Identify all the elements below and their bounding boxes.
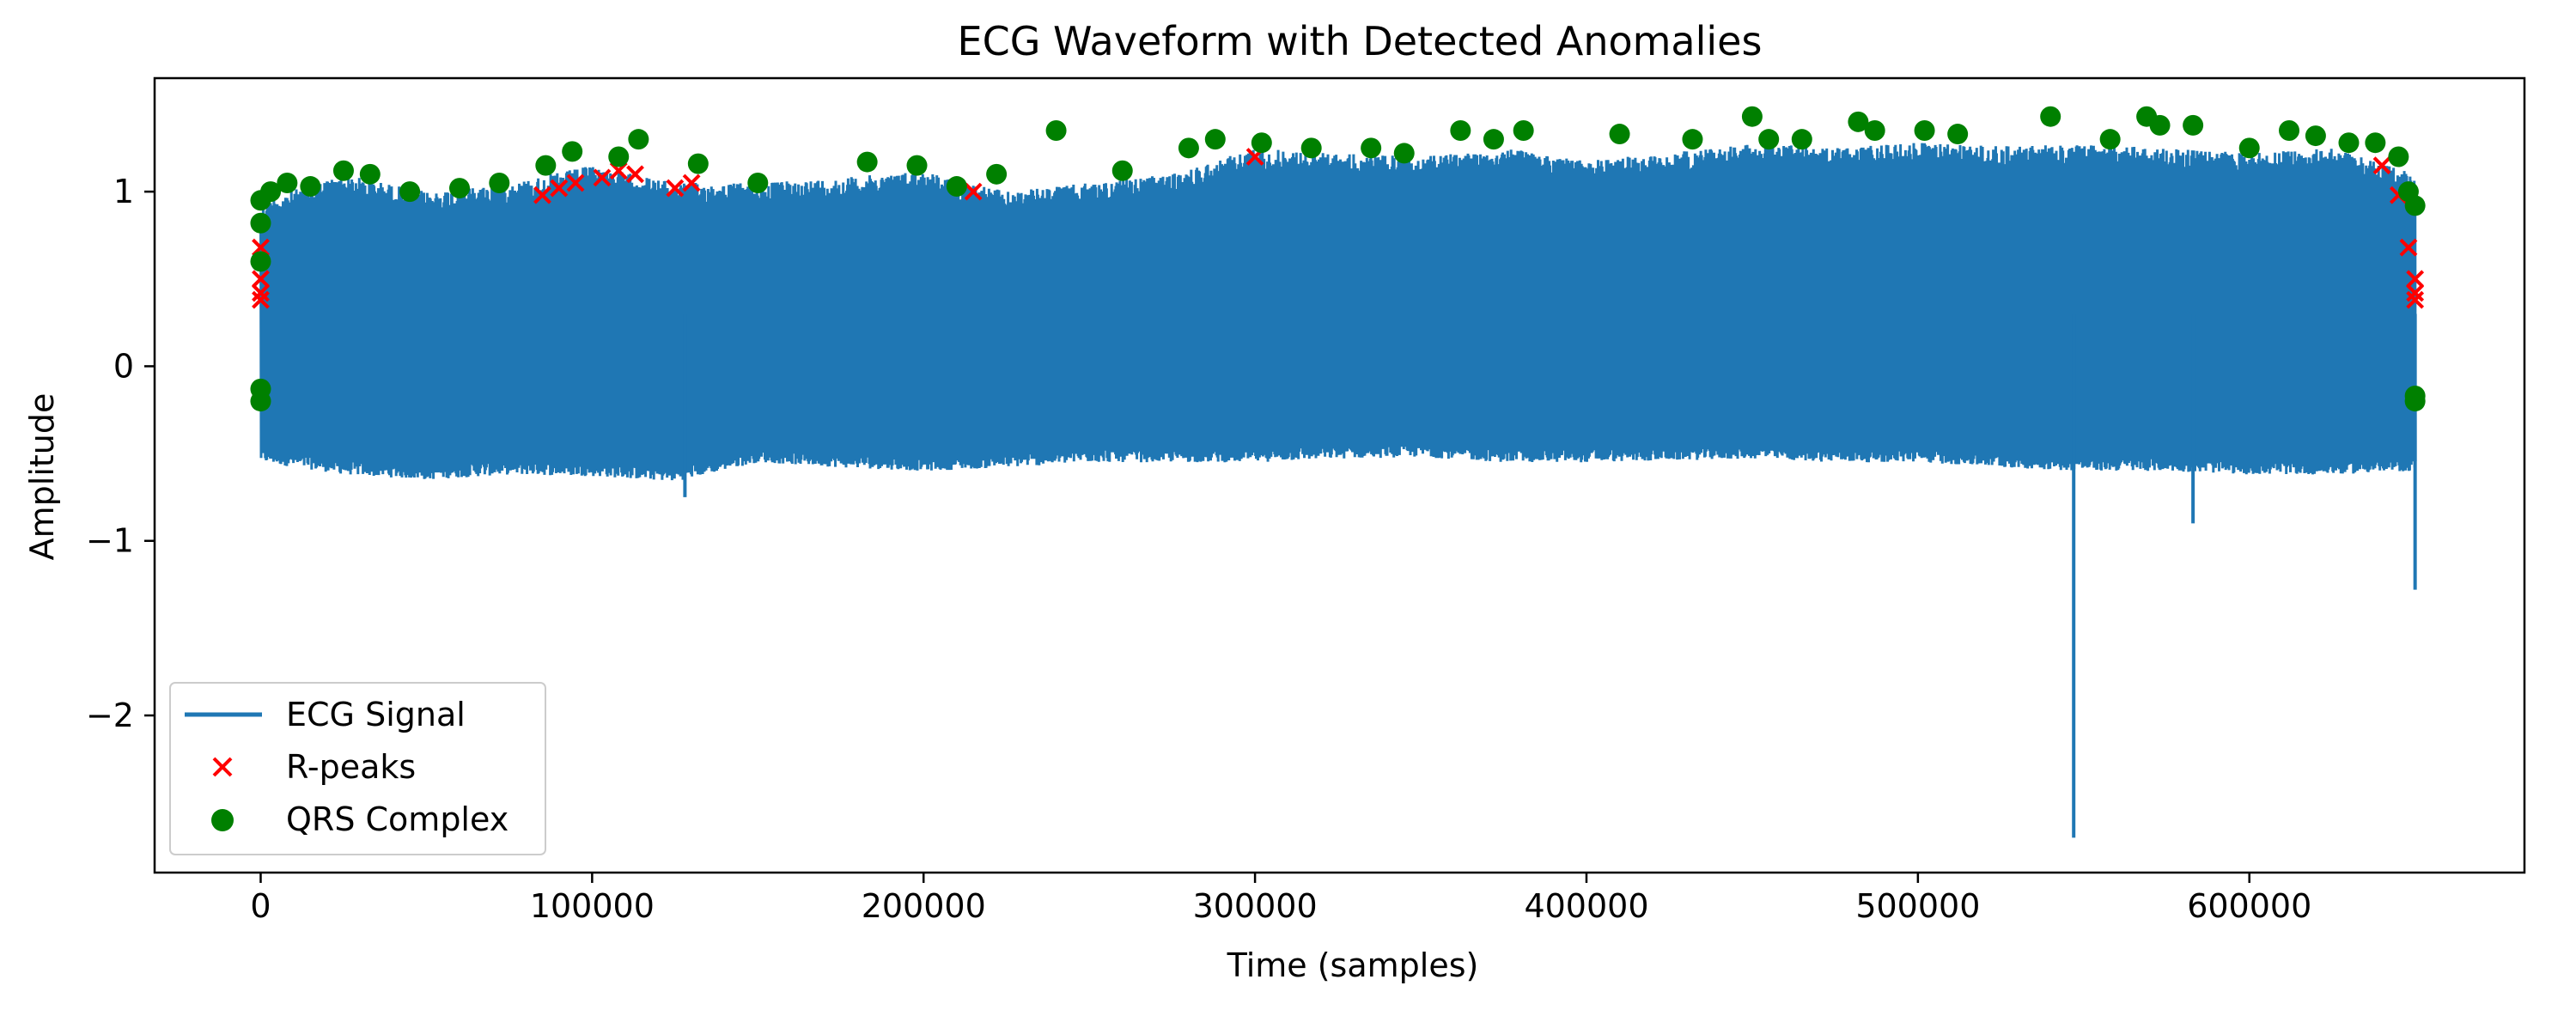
qrs-marker [1393,143,1415,164]
r-peak-marker [252,270,270,289]
qrs-marker [250,251,271,272]
r-peak-marker [2406,270,2425,289]
qrs-marker [608,146,630,167]
x-tick-label: 500000 [1855,887,1980,925]
r-peak-marker [2372,156,2391,175]
qrs-marker [1111,160,1133,181]
axes: 0 100000 200000 300000 400000 500000 600000 −2 −… [86,173,2311,925]
qrs-marker [1045,119,1067,141]
r-peak-marker [964,182,983,201]
qrs-marker [300,176,321,198]
qrs-marker [747,172,769,193]
qrs-marker [2149,114,2171,136]
qrs-marker [359,163,381,185]
qrs-marker [449,178,471,199]
y-tick-label: −2 [86,697,134,734]
r-peak-marker [252,283,270,302]
qrs-marker [1178,137,1199,159]
qrs-marker [2238,137,2260,159]
qrs-marker [1609,124,1630,145]
qrs-marker [906,155,928,176]
qrs-marker [277,172,298,193]
qrs-marker [2279,119,2300,141]
qrs-marker [1361,137,1382,159]
qrs-marker [687,153,709,174]
qrs-marker [250,212,271,234]
x-tick-label: 0 [250,887,271,925]
qrs-marker [399,181,421,203]
r-peak-marker [2399,238,2418,257]
qrs-marker [2404,391,2426,412]
qrs-marker [1513,119,1534,141]
qrs-marker [1450,119,1471,141]
legend-swatch-qrs-complex [211,809,234,831]
qrs-marker [535,155,557,176]
r-peak-marker [2406,283,2425,302]
legend: ECG Signal R-peaks QRS Complex [169,682,546,855]
r-peak-marker [252,290,270,309]
qrs-marker [1682,129,1703,150]
x-axis-title: Time (samples) [1227,946,1479,984]
qrs-marker [489,172,510,193]
x-tick-label: 600000 [2187,887,2311,925]
qrs-marker [946,176,967,198]
y-tick-label: 0 [113,347,134,385]
qrs-marker [986,163,1008,185]
chart-title: ECG Waveform with Detected Anomalies [958,18,1763,64]
y-axis-title: Amplitude [23,393,61,561]
qrs-marker [332,160,354,181]
r-peak-marker [593,168,612,187]
plot-area [250,106,2426,838]
qrs-marker [1741,106,1763,127]
legend-label-ecg-signal: ECG Signal [286,696,466,733]
legend-box [169,682,546,855]
qrs-marker [1914,119,1935,141]
r-peak-marker [550,179,569,198]
qrs-marker [2388,146,2409,167]
qrs-marker [2305,125,2326,147]
x-tick-label: 100000 [530,887,655,925]
x-tick-label: 200000 [862,887,986,925]
qrs-marker [250,391,271,412]
ecg-signal-line [259,143,2417,481]
r-peak-marker [533,186,551,204]
qrs-marker [2404,195,2426,216]
r-peak-marker [566,173,585,192]
qrs-marker [1947,124,1969,145]
qrs-marker [856,151,878,173]
qrs-marker [260,181,282,203]
legend-label-qrs-complex: QRS Complex [286,800,509,838]
qrs-marker [2040,106,2061,127]
y-tick-label: −1 [86,522,134,560]
qrs-marker [1483,129,1504,150]
r-peak-marker [666,179,685,198]
qrs-marker [2099,129,2121,150]
qrs-marker [562,141,583,162]
qrs-marker [2338,132,2360,154]
qrs-marker [2183,114,2204,136]
qrs-marker [1848,111,1869,132]
qrs-marker [1204,129,1226,150]
legend-label-r-peaks: R-peaks [286,748,416,786]
qrs-marker [1300,137,1322,159]
legend-swatch-r-peaks [212,757,233,777]
qrs-marker [1251,132,1272,154]
y-tick-label: 1 [113,173,134,210]
qrs-marker [1864,119,1885,141]
r-peak-marker [682,173,701,192]
r-peak-marker [2406,290,2425,309]
qrs-marker [2365,132,2386,154]
plot-frame [153,76,2526,874]
qrs-marker [1758,129,1780,150]
r-peak-marker [626,165,644,184]
x-tick-label: 300000 [1193,887,1318,925]
qrs-marker [1791,129,1812,150]
x-tick-label: 400000 [1524,887,1648,925]
qrs-marker [628,129,649,150]
